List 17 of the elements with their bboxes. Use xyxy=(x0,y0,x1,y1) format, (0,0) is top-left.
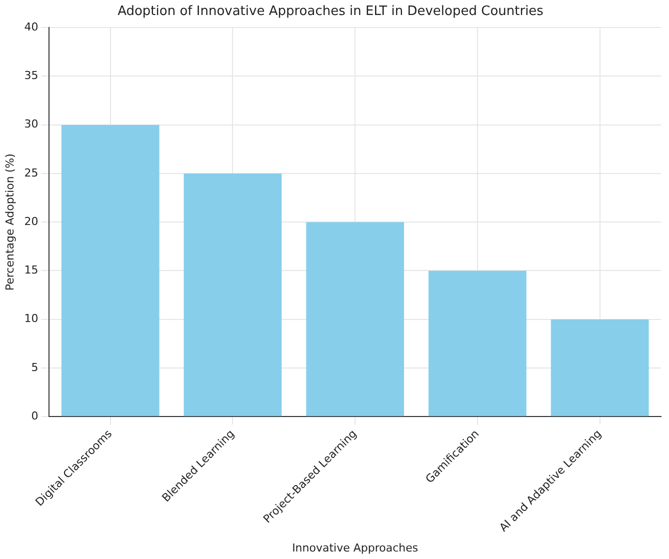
y-tick-label: 15 xyxy=(24,264,38,277)
x-axis-title: Innovative Approaches xyxy=(292,541,418,554)
bar xyxy=(306,222,404,416)
bar xyxy=(61,124,160,416)
y-tick-label: 25 xyxy=(24,166,38,180)
y-tick-label: 40 xyxy=(24,20,38,34)
bar xyxy=(184,173,282,416)
y-tick-label: 0 xyxy=(31,409,38,422)
y-tick-label: 35 xyxy=(24,69,38,82)
chart-title: Adoption of Innovative Approaches in ELT in Developed Countries xyxy=(118,4,544,20)
y-tick-label: 5 xyxy=(31,360,38,374)
y-tick-label: 20 xyxy=(24,214,38,228)
y-tick-label: 10 xyxy=(24,312,38,326)
y-axis-title: Percentage Adoption (%) xyxy=(3,154,16,291)
bar xyxy=(550,319,649,416)
y-tick-label: 30 xyxy=(24,118,38,131)
bar xyxy=(428,270,526,416)
